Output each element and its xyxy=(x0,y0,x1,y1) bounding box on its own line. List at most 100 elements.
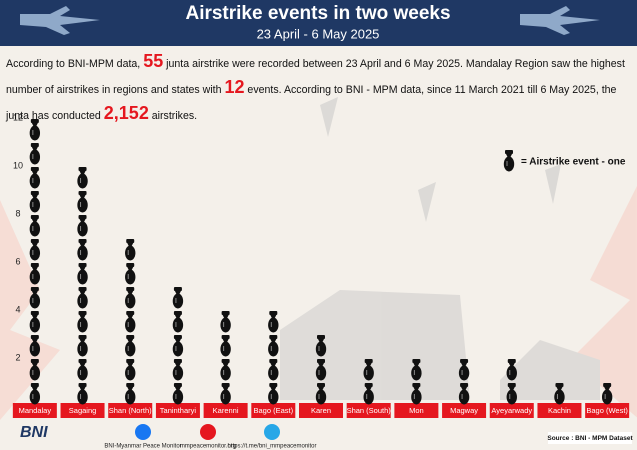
category-box xyxy=(346,403,391,418)
highlight-number: 2,152 xyxy=(103,103,149,123)
intro-segment: events. According to BNI - MPM data, sin… xyxy=(6,84,617,122)
bomb-icon xyxy=(268,383,279,405)
x-tick-label: Mon xyxy=(409,406,424,415)
bomb-icon xyxy=(125,359,136,381)
bomb-icon xyxy=(29,215,41,237)
footer-web: mmpeacemonitor.org xyxy=(180,444,236,450)
x-tick-label: Tanintharyi xyxy=(160,406,197,415)
bomb-icon xyxy=(77,215,88,237)
bomb-icon xyxy=(77,239,88,261)
bomb-icon xyxy=(506,383,517,405)
icon-stack xyxy=(220,311,231,405)
bomb-icon xyxy=(125,335,136,357)
category-box xyxy=(537,403,582,418)
legend-icon xyxy=(503,150,515,172)
x-tick-label: Bago (East) xyxy=(254,406,294,415)
bomb-icon xyxy=(268,359,279,381)
y-tick-label: 10 xyxy=(13,160,23,170)
bomb-icon xyxy=(315,383,327,405)
intro-segment: According to BNI-MPM data, xyxy=(6,58,144,70)
bomb-icon xyxy=(29,143,41,165)
bomb-icon xyxy=(172,311,184,333)
bomb-icon xyxy=(125,239,136,261)
bomb-icon xyxy=(315,359,327,381)
facebook-icon xyxy=(135,424,151,440)
bomb-icon xyxy=(125,311,136,333)
category-box xyxy=(203,403,248,418)
intro-segment: airstrikes. xyxy=(148,110,198,122)
footer-facebook: BNI-Myanmar Peace Monitor xyxy=(104,444,181,450)
bomb-icon xyxy=(29,263,41,285)
icon-stack xyxy=(601,383,613,405)
jet-icon xyxy=(20,6,100,35)
bomb-icon xyxy=(363,359,374,381)
footer-band xyxy=(0,420,637,450)
x-tick-label: Ayeyarwady xyxy=(491,406,532,415)
icon-stack xyxy=(125,239,136,405)
footer-telegram: https://t.me/bni_mmpeacemonitor xyxy=(227,444,316,450)
bomb-icon xyxy=(77,311,88,333)
bomb-icon xyxy=(29,287,41,309)
y-tick-label: 4 xyxy=(15,304,20,314)
background-decor xyxy=(0,97,637,420)
bomb-icon xyxy=(172,287,184,309)
bomb-icon xyxy=(458,383,470,405)
y-tick-label: 8 xyxy=(15,208,20,218)
bomb-icon xyxy=(29,167,41,189)
category-box xyxy=(12,403,57,418)
category-box xyxy=(60,403,105,418)
x-tick-label: Magway xyxy=(450,406,478,415)
x-tick-label: Bago (West) xyxy=(586,406,628,415)
x-tick-label: Karenni xyxy=(213,406,239,415)
bomb-icon xyxy=(77,335,88,357)
x-tick-label: Mandalay xyxy=(19,406,52,415)
bomb-icon xyxy=(220,335,231,357)
bomb-icon xyxy=(315,335,327,357)
bomb-icon xyxy=(77,167,88,189)
bomb-icon xyxy=(411,359,422,381)
bomb-icon xyxy=(29,335,41,357)
icon-stack xyxy=(554,383,565,405)
category-box xyxy=(251,403,296,418)
x-tick-label: Shan (South) xyxy=(347,406,392,415)
bomb-icon xyxy=(220,311,231,333)
chart-subtitle: 23 April - 6 May 2025 xyxy=(257,26,380,41)
bomb-icon xyxy=(506,359,517,381)
bomb-icon xyxy=(29,359,41,381)
icon-stack xyxy=(77,167,88,405)
category-box xyxy=(299,403,343,418)
bomb-icon xyxy=(172,359,184,381)
icon-stack xyxy=(268,311,279,405)
jet-icon xyxy=(520,6,600,35)
bomb-icon xyxy=(220,359,231,381)
footer-logo: BNI xyxy=(20,424,48,441)
bomb-icon xyxy=(411,383,422,405)
legend-label: = Airstrike event - one xyxy=(521,157,626,168)
bomb-icon xyxy=(172,383,184,405)
bomb-icon xyxy=(77,263,88,285)
web-icon xyxy=(200,424,216,440)
bomb-icon xyxy=(458,359,470,381)
icon-stack xyxy=(29,119,41,405)
bomb-icon xyxy=(77,383,88,405)
chart-title: Airstrike events in two weeks xyxy=(185,3,450,24)
x-tick-label: Shan (North) xyxy=(109,406,152,415)
bomb-icon xyxy=(77,287,88,309)
bomb-icon xyxy=(125,287,136,309)
category-box xyxy=(108,403,153,418)
bomb-icon xyxy=(172,335,184,357)
bomb-icon xyxy=(363,383,374,405)
bomb-icon xyxy=(29,191,41,213)
highlight-number: 55 xyxy=(143,51,164,71)
icon-stack xyxy=(315,335,327,405)
bomb-icon xyxy=(125,383,136,405)
bomb-icon xyxy=(220,383,231,405)
bomb-icon xyxy=(29,239,41,261)
telegram-icon xyxy=(264,424,280,440)
category-box xyxy=(155,403,200,418)
intro-text: According to BNI-MPM data, 55 junta airs… xyxy=(6,50,632,128)
y-tick-label: 12 xyxy=(13,112,23,122)
bomb-icon xyxy=(554,383,565,405)
